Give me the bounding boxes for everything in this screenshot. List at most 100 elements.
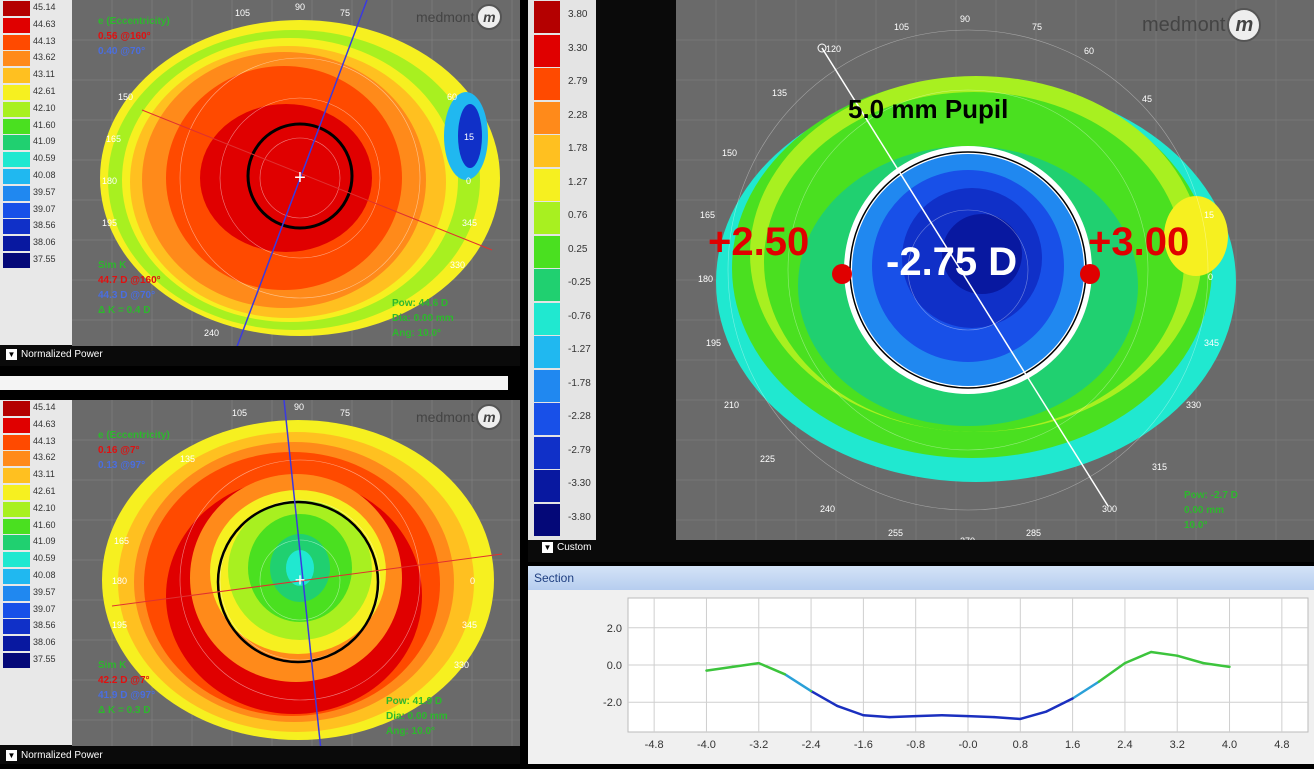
top-left-scale-row: 43.11 (0, 67, 72, 84)
right-scale-row: 2.79 (528, 67, 596, 101)
scale-value: 39.07 (33, 203, 56, 214)
svg-text:0: 0 (470, 576, 475, 586)
right-scale-row: -3.30 (528, 469, 596, 503)
scale-value: 44.63 (33, 418, 56, 429)
scale-value: 2.28 (568, 109, 588, 121)
simk-delta: Δ K = 0.4 D (98, 305, 151, 316)
right-map-type-selector[interactable]: ▼ Custom (542, 541, 592, 553)
section-data-point (888, 715, 891, 719)
color-swatch (3, 417, 30, 433)
scale-value: 45.14 (33, 402, 56, 412)
left-marker-dot (832, 264, 852, 284)
svg-text:195: 195 (112, 620, 127, 630)
section-data-point (1097, 680, 1100, 683)
svg-text:180: 180 (698, 274, 713, 284)
right-scale-row: 3.30 (528, 34, 596, 68)
color-swatch (3, 68, 30, 84)
bottom-left-scale-row: 45.14 (0, 400, 72, 417)
section-data-point (836, 704, 839, 708)
svg-text:225: 225 (760, 454, 775, 464)
color-swatch (534, 436, 560, 469)
color-swatch (3, 602, 30, 618)
section-profile-chart[interactable]: 2.0 0.0 -2.0 -4.8 -4.0 -3.2 -2.4 -1.6 -0.8 -0.0 0… (528, 590, 1314, 764)
color-swatch (3, 552, 30, 568)
dropdown-arrow-icon[interactable]: ▼ (542, 541, 553, 553)
section-data-point (731, 665, 734, 669)
dropdown-arrow-icon[interactable]: ▼ (6, 348, 17, 360)
top-left-map-type-selector[interactable]: ▼ Normalized Power (0, 345, 166, 363)
x-tick-label: -2.4 (802, 739, 821, 751)
scale-value: 42.10 (33, 102, 56, 113)
bottom-left-scale-row: 42.61 (0, 484, 72, 501)
color-swatch (3, 101, 30, 117)
svg-text:255: 255 (888, 528, 903, 538)
top-left-scale-row: 44.13 (0, 34, 72, 51)
color-swatch (3, 252, 30, 268)
svg-text:60: 60 (447, 92, 457, 102)
section-line-segment (836, 704, 864, 717)
scale-value: -3.30 (568, 478, 591, 489)
x-tick-label: -4.0 (697, 739, 716, 751)
scale-value: 44.63 (33, 18, 56, 29)
section-line-segment (994, 715, 1021, 721)
top-left-eccentricity: e (Eccentricity) 0.56 @160° 0.40 @70° (98, 14, 170, 59)
right-refractive-map-panel: 3.80 3.30 2.79 2.28 1.78 1.27 0.76 0.25 -0.25 -0.… (528, 0, 1314, 562)
section-line-segment (784, 673, 812, 693)
x-tick-label: 0.8 (1013, 739, 1028, 751)
section-line-segment (1098, 662, 1126, 683)
bottom-left-axial-map[interactable]: + 105 90 75 135 165 180 195 345 0 330 (72, 400, 520, 746)
section-line-segment (1071, 680, 1100, 700)
color-swatch (3, 401, 30, 416)
svg-text:105: 105 (232, 408, 247, 418)
svg-text:345: 345 (1204, 338, 1219, 348)
dropdown-arrow-icon[interactable]: ▼ (6, 749, 17, 761)
section-data-point (1071, 697, 1074, 700)
section-line-segment (915, 714, 942, 718)
bottom-left-scale-row: 44.63 (0, 417, 72, 434)
color-swatch (3, 468, 30, 484)
map-type-label: Normalized Power (21, 348, 103, 360)
svg-text:345: 345 (462, 218, 477, 228)
svg-text:315: 315 (1152, 462, 1167, 472)
bottom-left-pupil-circle (216, 500, 380, 664)
x-tick-label: -3.2 (749, 739, 768, 751)
flat-meridian-line (141, 109, 493, 251)
section-data-point (809, 689, 813, 693)
scale-value: 1.78 (568, 143, 588, 154)
right-tangential-map[interactable]: 120 105 90 75 60 135 45 150 15 165 0 180 195 345 2… (676, 0, 1314, 540)
svg-text:15: 15 (464, 132, 474, 142)
bottom-left-scale-row: 38.06 (0, 635, 72, 652)
bottom-left-map-type-selector[interactable]: ▼ Normalized Power (6, 749, 103, 761)
bottom-left-pupil-stats: Pow: 41.9 D Dia: 0.00 mm Ang: 10.0° (386, 696, 448, 737)
svg-text:240: 240 (204, 328, 219, 338)
svg-text:135: 135 (180, 454, 195, 464)
scale-value: 37.55 (33, 253, 56, 264)
color-swatch (3, 451, 30, 467)
section-data-point (1123, 661, 1127, 665)
top-left-pupil-stats: Pow: 44.6 D Dia: 0.00 mm Ang: 10.0° (392, 298, 454, 339)
top-left-scale-row: 40.59 (0, 151, 72, 168)
panel-divider[interactable] (0, 376, 508, 390)
section-line-segment (967, 714, 995, 719)
scale-value: 41.09 (33, 136, 56, 147)
color-swatch (3, 152, 30, 168)
color-swatch (3, 1, 30, 16)
svg-text:195: 195 (706, 338, 721, 348)
top-left-scale-row: 45.14 (0, 0, 72, 17)
svg-text:45: 45 (1142, 94, 1152, 104)
svg-text:135: 135 (772, 88, 787, 98)
pupil-size-label: 5.0 mm Pupil (848, 94, 1009, 124)
section-line-segment (732, 661, 759, 669)
svg-text:150: 150 (118, 92, 133, 102)
color-swatch (3, 17, 30, 33)
scale-value: 40.59 (33, 553, 56, 564)
section-data-point (1045, 710, 1048, 713)
color-swatch (534, 101, 560, 134)
color-swatch (3, 118, 30, 134)
scale-value: 41.60 (33, 119, 56, 130)
scale-value: -1.27 (568, 344, 591, 355)
steep-meridian-line (236, 0, 368, 346)
scale-value: 2.79 (568, 76, 588, 87)
meridian-105: 105 (235, 8, 250, 18)
